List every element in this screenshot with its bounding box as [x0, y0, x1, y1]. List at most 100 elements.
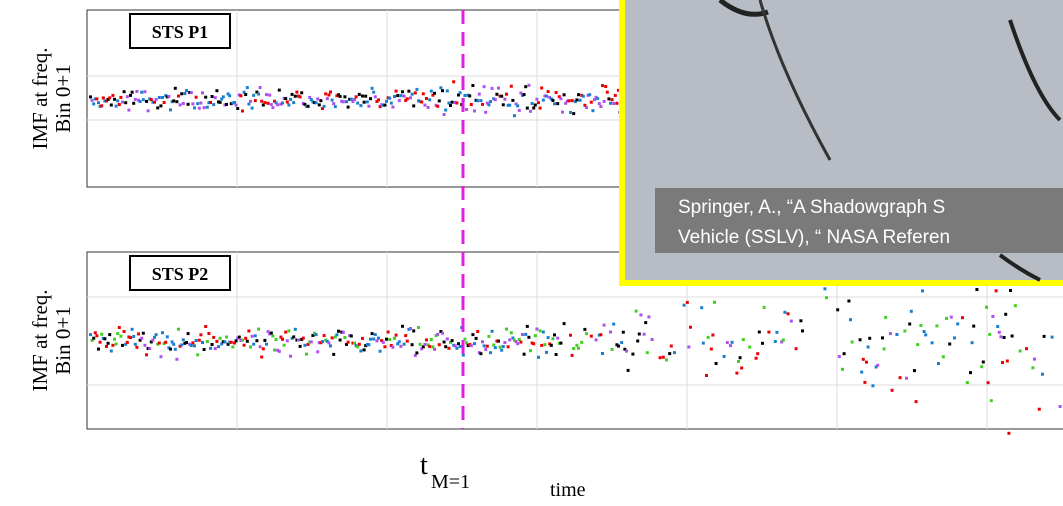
- data-dot: [153, 335, 156, 339]
- data-dot: [253, 99, 257, 103]
- data-dot: [479, 352, 483, 356]
- data-dot: [188, 91, 192, 94]
- data-dot: [981, 360, 985, 364]
- data-dot: [297, 94, 300, 98]
- data-dot: [329, 90, 332, 94]
- data-dot: [479, 99, 483, 103]
- data-dot: [140, 336, 144, 340]
- data-dot: [541, 330, 545, 334]
- data-dot: [612, 322, 616, 326]
- data-dot: [105, 344, 108, 348]
- data-dot: [389, 344, 393, 347]
- data-dot: [394, 89, 398, 93]
- data-dot: [290, 336, 294, 340]
- data-dot: [321, 340, 324, 344]
- data-dot: [546, 336, 550, 340]
- data-dot: [421, 92, 425, 96]
- data-dot: [361, 94, 364, 98]
- data-dot: [709, 347, 713, 351]
- data-dot: [271, 334, 275, 338]
- data-dot: [210, 343, 214, 346]
- data-dot: [994, 289, 998, 293]
- data-dot: [330, 336, 334, 340]
- data-dot: [548, 342, 552, 346]
- data-dot: [157, 96, 161, 99]
- data-dot: [469, 344, 473, 348]
- data-dot: [1007, 431, 1011, 435]
- data-dot: [439, 330, 443, 333]
- data-dot: [780, 340, 784, 344]
- panel-label: STS P2: [152, 264, 209, 284]
- data-dot: [282, 343, 286, 347]
- data-dot: [922, 330, 926, 333]
- data-dot: [162, 101, 166, 104]
- data-dot: [519, 91, 523, 95]
- data-dot: [90, 98, 94, 102]
- data-dot: [252, 342, 256, 346]
- data-dot: [471, 333, 475, 337]
- data-dot: [871, 384, 875, 388]
- data-dot: [572, 347, 576, 350]
- data-dot: [265, 93, 268, 97]
- data-dot: [234, 103, 238, 107]
- data-dot: [474, 336, 478, 340]
- data-dot: [258, 345, 262, 349]
- data-dot: [277, 88, 281, 92]
- data-dot: [223, 340, 227, 344]
- data-dot: [130, 327, 134, 331]
- data-dot: [521, 93, 524, 97]
- data-dot: [477, 351, 481, 355]
- data-dot: [569, 110, 572, 114]
- data-dot: [161, 331, 164, 335]
- data-dot: [937, 362, 940, 365]
- data-dot: [370, 86, 374, 90]
- data-dot: [773, 340, 777, 343]
- data-dot: [484, 348, 488, 351]
- y-axis-label: Bin 0+1: [51, 306, 75, 374]
- data-dot: [306, 342, 310, 346]
- data-dot: [498, 345, 502, 349]
- y-axis-label: IMF at freq.: [28, 289, 52, 391]
- data-dot: [425, 97, 428, 100]
- data-dot: [241, 109, 244, 113]
- data-dot: [404, 98, 408, 102]
- data-dot: [386, 330, 390, 334]
- data-dot: [357, 92, 361, 96]
- data-dot: [221, 95, 225, 99]
- data-dot: [178, 103, 182, 107]
- data-dot: [884, 315, 888, 319]
- data-dot: [909, 309, 913, 313]
- data-dot: [439, 86, 443, 90]
- data-dot: [593, 98, 596, 102]
- data-dot: [265, 342, 268, 346]
- data-dot: [383, 345, 387, 349]
- data-dot: [237, 335, 241, 339]
- data-dot: [700, 306, 704, 310]
- data-dot: [441, 331, 444, 335]
- data-dot: [194, 95, 198, 99]
- data-dot: [559, 97, 563, 101]
- data-dot: [250, 106, 254, 110]
- data-dot: [217, 100, 220, 104]
- caption-line: Springer, A., “A Shadowgraph S: [678, 197, 945, 218]
- data-dot: [645, 351, 649, 355]
- data-dot: [393, 95, 396, 98]
- data-dot: [407, 89, 411, 93]
- data-dot: [601, 352, 604, 355]
- data-dot: [279, 335, 283, 339]
- data-dot: [199, 101, 203, 105]
- data-dot: [1001, 361, 1004, 364]
- data-dot: [505, 327, 508, 331]
- data-dot: [1010, 334, 1014, 338]
- data-dot: [905, 376, 908, 380]
- data-dot: [378, 105, 382, 109]
- data-dot: [549, 343, 553, 347]
- data-dot: [343, 336, 347, 339]
- data-dot: [369, 97, 372, 101]
- data-dot: [501, 345, 505, 348]
- data-dot: [415, 351, 419, 355]
- data-dot: [186, 332, 190, 336]
- data-dot: [794, 347, 798, 351]
- data-dot: [287, 103, 291, 107]
- data-dot: [269, 103, 273, 106]
